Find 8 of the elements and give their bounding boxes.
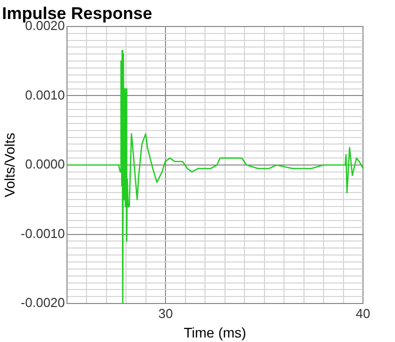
x-tick-label: 40 — [356, 306, 370, 321]
y-tick-label: -0.0010 — [20, 226, 65, 241]
y-tick-label: 0.0000 — [25, 156, 65, 172]
x-tick-label: 30 — [158, 306, 173, 321]
y-tick-label: -0.0020 — [20, 295, 65, 310]
y-tick-label: 0.0010 — [25, 87, 65, 102]
y-axis-title: Volts/Volts — [1, 132, 18, 198]
x-axis-title: Time (ms) — [184, 324, 246, 340]
